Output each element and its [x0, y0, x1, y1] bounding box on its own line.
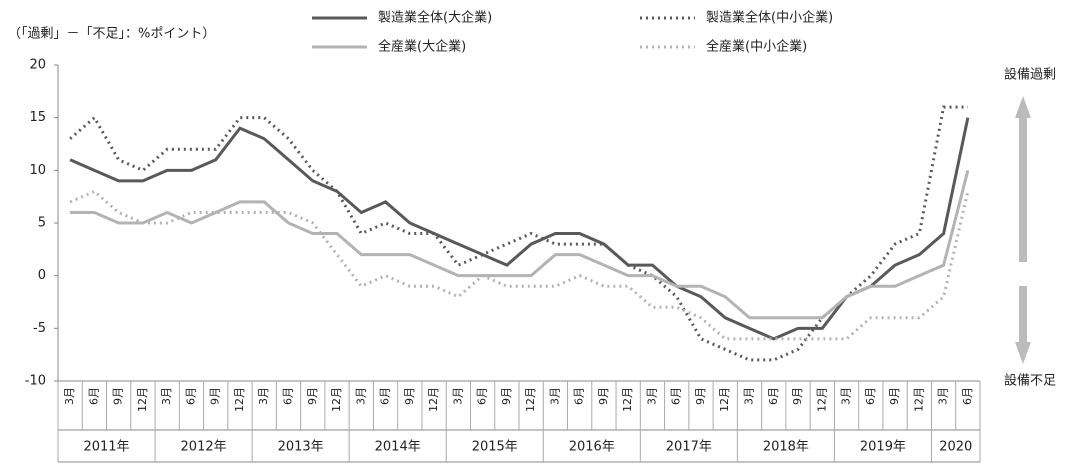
- year-label: 2016年: [569, 440, 615, 455]
- year-label: 2017年: [666, 440, 712, 455]
- x-tick-label: 3月: [63, 387, 76, 405]
- legend-label: 全産業(中小企業): [706, 39, 807, 55]
- x-tick-label: 3月: [645, 387, 658, 405]
- x-tick-label: 6月: [87, 387, 100, 405]
- series-line: [69, 189, 970, 341]
- x-tick-label: 3月: [451, 387, 464, 405]
- x-tick-label: 9月: [791, 387, 804, 405]
- x-tick-label: 3月: [840, 387, 853, 405]
- x-tick-label: 3月: [548, 387, 561, 405]
- series-line: [69, 105, 968, 362]
- x-tick-label: 12月: [233, 387, 246, 412]
- x-tick-label: 6月: [379, 387, 392, 405]
- x-tick-label: 6月: [282, 387, 295, 405]
- x-tick-label: 9月: [403, 387, 416, 405]
- x-tick-label: 3月: [160, 387, 173, 405]
- y-tick-label: -5: [33, 321, 46, 336]
- annotation: 設備不足: [1004, 373, 1056, 389]
- x-tick-label: 3月: [257, 387, 270, 405]
- x-tick-label: 9月: [694, 387, 707, 405]
- x-tick-label: 12月: [524, 387, 537, 412]
- legend-label: 製造業全体(中小企業): [706, 10, 833, 26]
- y-tick-label: 15: [29, 110, 46, 125]
- x-tick-label: 12月: [330, 387, 343, 412]
- x-tick-label: 12月: [427, 387, 440, 412]
- y-tick-label: 5: [38, 216, 46, 231]
- x-tick-label: 6月: [184, 387, 197, 405]
- arrow-up: [1015, 96, 1031, 262]
- x-tick-label: 12月: [621, 387, 634, 412]
- x-tick-label: 6月: [767, 387, 780, 405]
- annotation: 設備過剰: [1004, 67, 1056, 83]
- year-label: 2013年: [278, 440, 324, 455]
- year-label: 2020: [939, 440, 972, 455]
- x-tick-label: 12月: [136, 387, 149, 412]
- year-label: 2012年: [181, 440, 227, 455]
- y-tick-label: -10: [25, 374, 46, 389]
- x-tick-label: 12月: [815, 387, 828, 412]
- x-tick-label: 3月: [354, 387, 367, 405]
- x-tick-label: 9月: [112, 387, 125, 405]
- series-line: [70, 169, 970, 320]
- year-label: 2019年: [860, 440, 906, 455]
- y-tick-label: 0: [38, 268, 46, 283]
- y-tick-label: 20: [29, 58, 46, 73]
- x-tick-label: 6月: [476, 387, 489, 405]
- year-label: 2011年: [83, 440, 129, 455]
- year-label: 2014年: [375, 440, 421, 455]
- x-tick-label: 6月: [864, 387, 877, 405]
- legend-label: 製造業全体(大企業): [378, 10, 492, 26]
- x-tick-label: 3月: [937, 387, 950, 405]
- y-tick-label: 10: [29, 163, 46, 178]
- x-tick-label: 12月: [718, 387, 731, 412]
- x-tick-label: 6月: [961, 387, 974, 405]
- x-tick-label: 9月: [597, 387, 610, 405]
- x-tick-label: 3月: [743, 387, 756, 405]
- year-label: 2015年: [472, 440, 518, 455]
- arrow-down: [1015, 286, 1031, 364]
- legend-label: 全産業(大企業): [378, 39, 466, 55]
- x-tick-label: 6月: [670, 387, 683, 405]
- x-tick-label: 9月: [888, 387, 901, 405]
- x-tick-label: 9月: [500, 387, 513, 405]
- series-line: [69, 117, 970, 341]
- x-tick-label: 9月: [209, 387, 222, 405]
- year-label: 2018年: [763, 440, 809, 455]
- x-tick-label: 12月: [912, 387, 925, 412]
- x-tick-label: 6月: [573, 387, 586, 405]
- unit-note: （「過剰」－「不足」：%ポイント）: [8, 27, 215, 42]
- x-tick-label: 9月: [306, 387, 319, 405]
